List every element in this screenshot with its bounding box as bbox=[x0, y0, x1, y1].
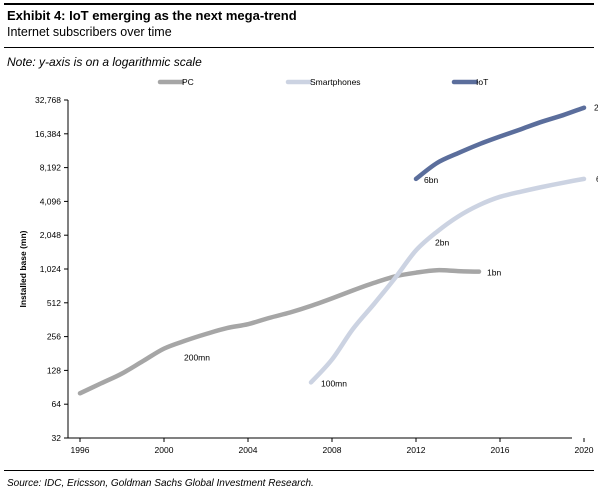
exhibit-title: Exhibit 4: IoT emerging as the next mega… bbox=[7, 8, 297, 23]
data-label-smartphones: 100mn bbox=[321, 378, 347, 388]
series-lines-group bbox=[77, 105, 587, 396]
y-tick-label: 4,096 bbox=[40, 196, 62, 206]
x-tick-label: 2008 bbox=[323, 445, 342, 455]
legend: PC Smartphones IoT bbox=[157, 77, 488, 87]
y-tick-label: 128 bbox=[47, 365, 61, 375]
x-tick-label: 2012 bbox=[407, 445, 426, 455]
series-line-pc bbox=[77, 267, 482, 396]
x-tick-label: 2016 bbox=[491, 445, 510, 455]
top-rule bbox=[4, 3, 594, 5]
x-tick-label: 2020 bbox=[575, 445, 594, 455]
y-tick-label: 512 bbox=[47, 298, 61, 308]
source-note: Source: IDC, Ericsson, Goldman Sachs Glo… bbox=[7, 478, 314, 489]
scale-note: Note: y-axis is on a logarithmic scale bbox=[7, 55, 202, 69]
data-label-pc: 200mn bbox=[184, 353, 210, 363]
y-tick-label: 8,192 bbox=[40, 163, 62, 173]
chart-frame bbox=[4, 47, 594, 471]
y-tick-label: 16,384 bbox=[35, 129, 61, 139]
data-label-iot: 28bn bbox=[594, 103, 598, 113]
data-label-smartphones: 6bn bbox=[596, 174, 598, 184]
data-label-iot: 6bn bbox=[424, 175, 438, 185]
x-tick-label: 2004 bbox=[239, 445, 258, 455]
series-line-iot bbox=[413, 105, 587, 182]
y-axis-label: Installed base (mn) bbox=[18, 230, 28, 307]
y-tick-label: 64 bbox=[52, 399, 62, 409]
legend-label-smartphones: Smartphones bbox=[310, 77, 361, 87]
y-tick-label: 256 bbox=[47, 332, 61, 342]
x-tick-label: 2000 bbox=[155, 445, 174, 455]
axes-group: 32 64 128 256 512 1,024 2,048 4,096 8,192 16,384 3… bbox=[18, 95, 594, 455]
data-label-pc: 1bn bbox=[487, 268, 501, 278]
y-tick-label: 32 bbox=[52, 433, 62, 443]
y-tick-label: 2,048 bbox=[40, 230, 62, 240]
exhibit-subtitle: Internet subscribers over time bbox=[7, 25, 172, 39]
legend-label-iot: IoT bbox=[476, 77, 488, 87]
annotations-group: 200mn 1bn 100mn 2bn 6bn 6bn 28bn bbox=[184, 103, 598, 389]
series-line-smartphones bbox=[308, 176, 587, 385]
legend-label-pc: PC bbox=[182, 77, 194, 87]
x-tick-label: 1996 bbox=[71, 445, 90, 455]
y-tick-label: 32,768 bbox=[35, 95, 61, 105]
y-tick-label: 1,024 bbox=[40, 264, 62, 274]
data-label-smartphones: 2bn bbox=[435, 238, 449, 248]
